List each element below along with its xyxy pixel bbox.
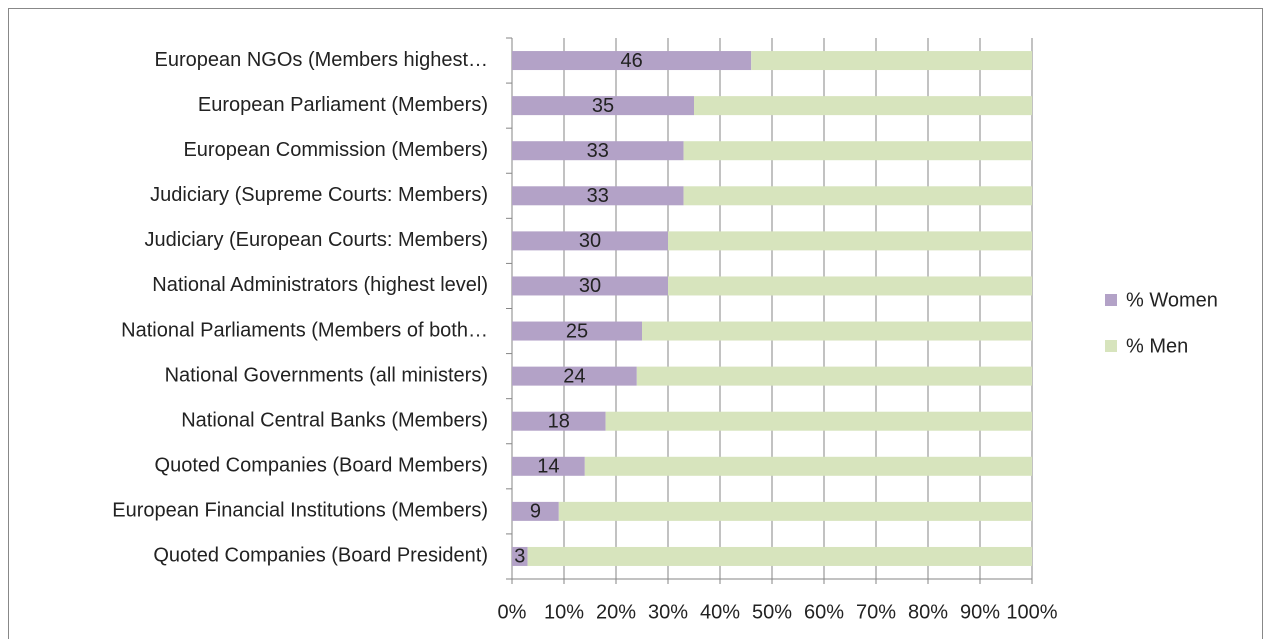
data-label: 30 — [579, 230, 601, 252]
data-label: 14 — [537, 456, 559, 478]
x-tick-label: 60% — [804, 601, 844, 623]
bar-segment — [694, 96, 1032, 116]
bar-segment — [527, 546, 1032, 566]
y-tick-label: National Parliaments (Members of both… — [121, 319, 488, 341]
bar-segment — [751, 51, 1032, 71]
x-tick-label: 0% — [498, 601, 527, 623]
bar-segment — [512, 51, 752, 71]
bar-segment — [605, 411, 1032, 431]
legend-label: % Women — [1126, 289, 1218, 311]
y-tick-label: National Governments (all ministers) — [165, 364, 488, 386]
bar-segment — [558, 501, 1032, 521]
bar-segment — [642, 321, 1032, 341]
data-label: 9 — [530, 501, 541, 523]
bar-segment — [683, 141, 1032, 161]
x-tick-label: 30% — [648, 601, 688, 623]
y-tick-label: European NGOs (Members highest… — [155, 49, 488, 71]
y-tick-label: Judiciary (European Courts: Members) — [145, 229, 488, 251]
bar-segment — [512, 321, 642, 341]
data-label: 3 — [514, 546, 525, 568]
bar-segment — [512, 411, 606, 431]
bar-segment — [512, 456, 585, 476]
bar-segment — [636, 366, 1032, 386]
y-tick-label: European Parliament (Members) — [198, 94, 488, 116]
bar-segment — [512, 141, 684, 161]
bar-segment — [668, 276, 1032, 296]
bar-segment — [512, 186, 684, 206]
y-tick-label: National Central Banks (Members) — [181, 409, 488, 431]
bar-segment — [512, 276, 668, 296]
bar-segment — [584, 456, 1032, 476]
y-tick-label: European Financial Institutions (Members… — [112, 500, 488, 522]
y-tick-label: European Commission (Members) — [183, 139, 488, 161]
bar-segment — [668, 231, 1032, 251]
bar-segment — [683, 186, 1032, 206]
x-tick-label: 40% — [700, 601, 740, 623]
legend-swatch — [1105, 340, 1117, 352]
data-label: 35 — [592, 95, 614, 117]
x-tick-label: 100% — [1006, 601, 1057, 623]
bar-segment — [512, 231, 668, 251]
bar-segment — [512, 501, 559, 521]
bar-segment — [512, 546, 528, 566]
data-label: 46 — [620, 50, 642, 72]
x-tick-label: 90% — [960, 601, 1000, 623]
data-label: 33 — [587, 185, 609, 207]
data-label: 24 — [563, 365, 585, 387]
data-label: 25 — [566, 320, 588, 342]
x-tick-label: 10% — [544, 601, 584, 623]
bar-segment — [512, 366, 637, 386]
y-tick-label: National Administrators (highest level) — [152, 274, 488, 296]
x-tick-label: 50% — [752, 601, 792, 623]
y-tick-label: Judiciary (Supreme Courts: Members) — [150, 184, 488, 206]
y-tick-label: Quoted Companies (Board President) — [153, 545, 488, 567]
y-tick-label: Quoted Companies (Board Members) — [155, 455, 488, 477]
legend-swatch — [1105, 294, 1117, 306]
data-label: 33 — [587, 140, 609, 162]
data-label: 30 — [579, 275, 601, 297]
x-tick-label: 80% — [908, 601, 948, 623]
legend-label: % Men — [1126, 335, 1188, 357]
data-label: 18 — [548, 410, 570, 432]
x-tick-label: 70% — [856, 601, 896, 623]
x-tick-label: 20% — [596, 601, 636, 623]
bar-segment — [512, 96, 694, 116]
